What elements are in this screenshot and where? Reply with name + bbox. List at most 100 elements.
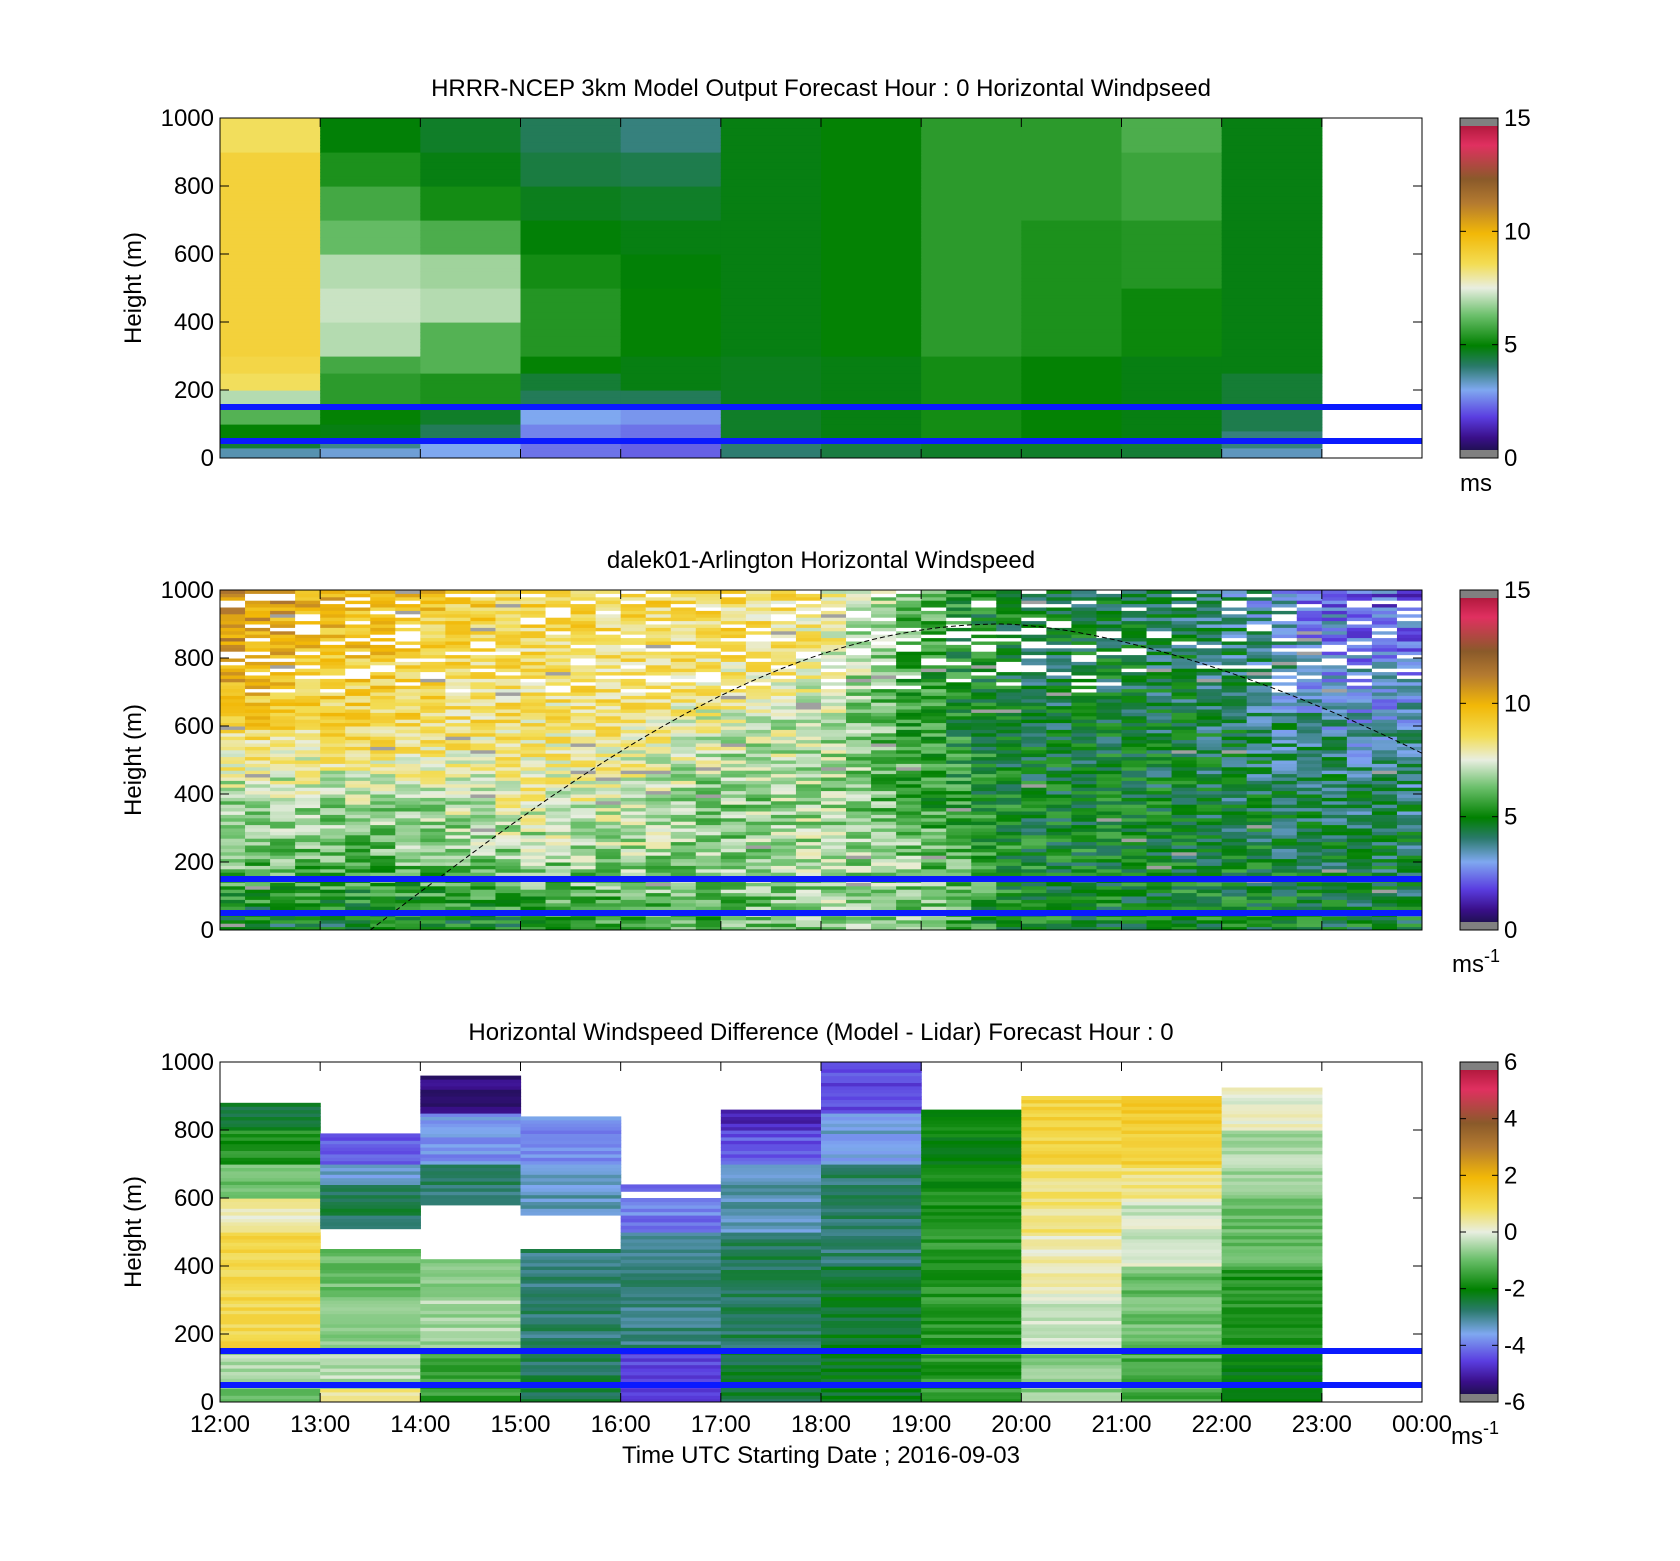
lidar-cell: [595, 797, 622, 802]
lidar-cell: [370, 637, 396, 642]
model-cell: [520, 339, 622, 343]
model-cell: [720, 277, 822, 282]
lidar-cell: [1146, 899, 1173, 904]
lidar-cell: [395, 855, 421, 860]
lidar-cell: [871, 668, 897, 673]
lidar-cell: [971, 848, 997, 853]
lidar-cell: [846, 753, 872, 758]
lidar-cell: [1046, 770, 1072, 775]
lidar-panel: dalek01-Arlington Horizontal Windspeed 0…: [120, 547, 1531, 978]
lidar-cell: [295, 807, 321, 812]
lidar-cell: [220, 790, 246, 795]
lidar-cell: [420, 695, 446, 700]
lidar-cell: [695, 664, 722, 669]
lidar-cell: [420, 821, 446, 826]
lidar-cell: [345, 753, 371, 758]
lidar-cell: [871, 739, 897, 744]
lidar-cell: [1121, 634, 1148, 639]
model-cell: [320, 264, 421, 269]
lidar-cell: [896, 651, 922, 656]
lidar-cell: [821, 916, 847, 921]
lidar-cell: [370, 624, 396, 628]
lidar-cell: [1096, 838, 1122, 843]
lidar-cell: [495, 841, 521, 846]
lidar-cell: [795, 668, 822, 673]
model-cell: [420, 311, 522, 316]
lidar-cell: [720, 746, 747, 751]
lidar-cell: [295, 732, 321, 737]
model-cell: [320, 424, 421, 428]
lidar-cell: [320, 719, 346, 724]
model-cell: [320, 430, 421, 435]
lidar-cell: [470, 902, 496, 907]
lidar-cell: [520, 777, 547, 781]
lidar-cell: [345, 664, 371, 669]
lidar-cell: [370, 593, 396, 598]
lidar-cell: [1146, 923, 1173, 928]
lidar-cell: [695, 814, 722, 819]
lidar-cell: [495, 831, 521, 836]
lidar-cell: [620, 756, 647, 761]
lidar-cell: [320, 644, 346, 649]
lidar-cell: [921, 675, 947, 679]
model-cell: [821, 447, 922, 452]
lidar-cell: [270, 627, 296, 632]
model-cell: [1121, 424, 1223, 428]
lidar-cell: [470, 678, 496, 683]
lidar-cell: [1146, 889, 1173, 894]
lidar-cell: [896, 698, 922, 703]
lidar-cell: [1071, 838, 1097, 843]
lidar-cell: [420, 794, 446, 798]
lidar-cell: [370, 804, 396, 809]
model-cell: [1121, 196, 1223, 201]
lidar-cell: [921, 862, 947, 866]
model-cell: [821, 158, 922, 163]
lidar-cell: [745, 787, 772, 792]
model-cell: [420, 417, 522, 422]
lidar-cell: [720, 919, 747, 924]
model-cell: [620, 172, 722, 177]
model-cell: [520, 237, 622, 241]
lidar-cell: [1021, 841, 1047, 846]
lidar-cell: [220, 630, 246, 635]
model-cell: [1121, 138, 1223, 143]
lidar-cell: [470, 736, 496, 741]
lidar-cell: [821, 804, 847, 809]
lidar-cell: [745, 834, 772, 839]
model-cell: [1021, 427, 1123, 432]
lidar-cell: [470, 868, 496, 873]
model-cell: [821, 199, 922, 204]
lidar-cell: [921, 627, 947, 632]
lidar-cell: [570, 695, 597, 700]
model-cell: [821, 332, 922, 337]
lidar-cell: [695, 678, 722, 683]
lidar-cell: [1146, 664, 1173, 669]
lidar-cell: [1121, 702, 1148, 707]
lidar-cell: [645, 804, 672, 809]
lidar-cell: [1071, 685, 1097, 690]
lidar-cell: [996, 692, 1022, 696]
lidar-cell: [570, 841, 597, 846]
lidar-cell: [345, 865, 371, 870]
lidar-cell: [996, 804, 1022, 809]
lidar-cell: [921, 678, 947, 683]
model-cell: [1221, 339, 1323, 343]
lidar-cell: [445, 749, 471, 754]
lidar-cell: [1121, 610, 1148, 615]
lidar-cell: [645, 756, 672, 761]
lidar-cell: [1096, 698, 1122, 703]
lidar-cell: [670, 923, 697, 928]
lidar-cell: [770, 732, 797, 737]
lidar-cell: [1146, 634, 1173, 639]
lidar-cell: [495, 868, 521, 873]
lidar-cell: [1071, 681, 1097, 686]
lidar-cell: [270, 831, 296, 836]
lidar-cell: [595, 811, 622, 815]
model-cell: [1121, 247, 1223, 252]
model-cell: [1221, 288, 1323, 292]
lidar-cell: [1021, 617, 1047, 622]
lidar-cell: [470, 783, 496, 788]
model-cell: [620, 155, 722, 160]
model-cell: [1121, 145, 1223, 150]
lidar-cell: [245, 824, 271, 829]
